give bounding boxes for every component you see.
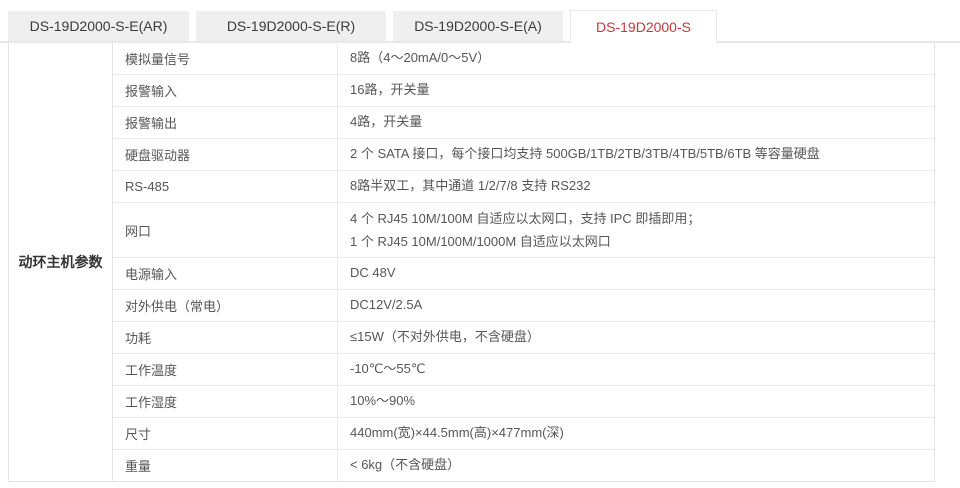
param-value: -10℃～55℃ bbox=[338, 354, 934, 385]
param-label: 报警输出 bbox=[113, 107, 338, 138]
param-value: < 6kg（不含硬盘） bbox=[338, 450, 934, 481]
group-header-cell: 动环主机参数 bbox=[9, 43, 113, 481]
param-label: 电源输入 bbox=[113, 258, 338, 289]
table-row: 报警输出 4路，开关量 bbox=[113, 107, 934, 139]
param-label: 工作温度 bbox=[113, 354, 338, 385]
table-row: 尺寸 440mm(宽)×44.5mm(高)×477mm(深) bbox=[113, 418, 934, 450]
param-label: 对外供电（常电） bbox=[113, 290, 338, 321]
tab-ds-19d2000-s[interactable]: DS-19D2000-S bbox=[570, 10, 717, 43]
value-text: 4路，开关量 bbox=[350, 114, 423, 130]
param-label: 报警输入 bbox=[113, 75, 338, 106]
param-value: 2 个 SATA 接口，每个接口均支持 500GB/1TB/2TB/3TB/4T… bbox=[338, 139, 934, 170]
param-value: 8路（4～20mA/0～5V） bbox=[338, 43, 934, 74]
param-value: 10%～90% bbox=[338, 386, 934, 417]
tab-ds-19d2000-s-e-ar[interactable]: DS-19D2000-S-E(AR) bbox=[8, 11, 189, 41]
table-row: 工作温度 -10℃～55℃ bbox=[113, 354, 934, 386]
tab-ds-19d2000-s-e-r[interactable]: DS-19D2000-S-E(R) bbox=[196, 11, 386, 41]
tab-ds-19d2000-s-e-a[interactable]: DS-19D2000-S-E(A) bbox=[393, 11, 563, 41]
value-text: 2 个 SATA 接口，每个接口均支持 500GB/1TB/2TB/3TB/4T… bbox=[350, 146, 820, 162]
spec-table: 动环主机参数 模拟量信号 8路（4～20mA/0～5V） 报警输入 16路，开关… bbox=[8, 43, 935, 482]
value-text: DC 48V bbox=[350, 265, 396, 281]
value-text: 8路半双工，其中通道 1/2/7/8 支持 RS232 bbox=[350, 178, 591, 194]
param-label: 尺寸 bbox=[113, 418, 338, 449]
value-text: 10%～90% bbox=[350, 393, 416, 409]
table-row: RS-485 8路半双工，其中通道 1/2/7/8 支持 RS232 bbox=[113, 171, 934, 203]
table-row: 工作湿度 10%～90% bbox=[113, 386, 934, 418]
value-text: -10℃～55℃ bbox=[350, 361, 426, 377]
param-label: 功耗 bbox=[113, 322, 338, 353]
value-text: DC12V/2.5A bbox=[350, 297, 423, 313]
value-text-line2: 1 个 RJ45 10M/100M/1000M 自适应以太网口 bbox=[350, 234, 611, 249]
param-value: ≤15W（不对外供电，不含硬盘） bbox=[338, 322, 934, 353]
model-tab-bar: DS-19D2000-S-E(AR) DS-19D2000-S-E(R) DS-… bbox=[0, 0, 960, 43]
param-value: DC12V/2.5A bbox=[338, 290, 934, 321]
value-text: ≤15W（不对外供电，不含硬盘） bbox=[350, 329, 540, 345]
param-label: 重量 bbox=[113, 450, 338, 481]
param-value: 4 个 RJ45 10M/100M 自适应以太网口，支持 IPC 即插即用； 1… bbox=[338, 203, 934, 257]
value-text: 8路（4～20mA/0～5V） bbox=[350, 50, 491, 66]
table-row: 硬盘驱动器 2 个 SATA 接口，每个接口均支持 500GB/1TB/2TB/… bbox=[113, 139, 934, 171]
table-row: 电源输入 DC 48V bbox=[113, 258, 934, 290]
param-value: DC 48V bbox=[338, 258, 934, 289]
table-row: 对外供电（常电） DC12V/2.5A bbox=[113, 290, 934, 322]
param-value: 8路半双工，其中通道 1/2/7/8 支持 RS232 bbox=[338, 171, 934, 202]
param-label: 模拟量信号 bbox=[113, 43, 338, 74]
table-row: 功耗 ≤15W（不对外供电，不含硬盘） bbox=[113, 322, 934, 354]
param-label: 硬盘驱动器 bbox=[113, 139, 338, 170]
value-text: 16路，开关量 bbox=[350, 82, 430, 98]
param-label: RS-485 bbox=[113, 171, 338, 202]
value-text: 440mm(宽)×44.5mm(高)×477mm(深) bbox=[350, 425, 564, 441]
table-row: 模拟量信号 8路（4～20mA/0～5V） bbox=[113, 43, 934, 75]
param-label: 工作湿度 bbox=[113, 386, 338, 417]
param-label: 网口 bbox=[113, 203, 338, 257]
value-text-line1: 4 个 RJ45 10M/100M 自适应以太网口，支持 IPC 即插即用； bbox=[350, 211, 701, 226]
table-row: 重量 < 6kg（不含硬盘） bbox=[113, 450, 934, 481]
spec-rows: 模拟量信号 8路（4～20mA/0～5V） 报警输入 16路，开关量 报警输出 … bbox=[113, 43, 934, 481]
param-value: 440mm(宽)×44.5mm(高)×477mm(深) bbox=[338, 418, 934, 449]
param-value: 16路，开关量 bbox=[338, 75, 934, 106]
param-value: 4路，开关量 bbox=[338, 107, 934, 138]
value-text: < 6kg（不含硬盘） bbox=[350, 457, 461, 473]
table-row: 报警输入 16路，开关量 bbox=[113, 75, 934, 107]
table-row: 网口 4 个 RJ45 10M/100M 自适应以太网口，支持 IPC 即插即用… bbox=[113, 203, 934, 258]
